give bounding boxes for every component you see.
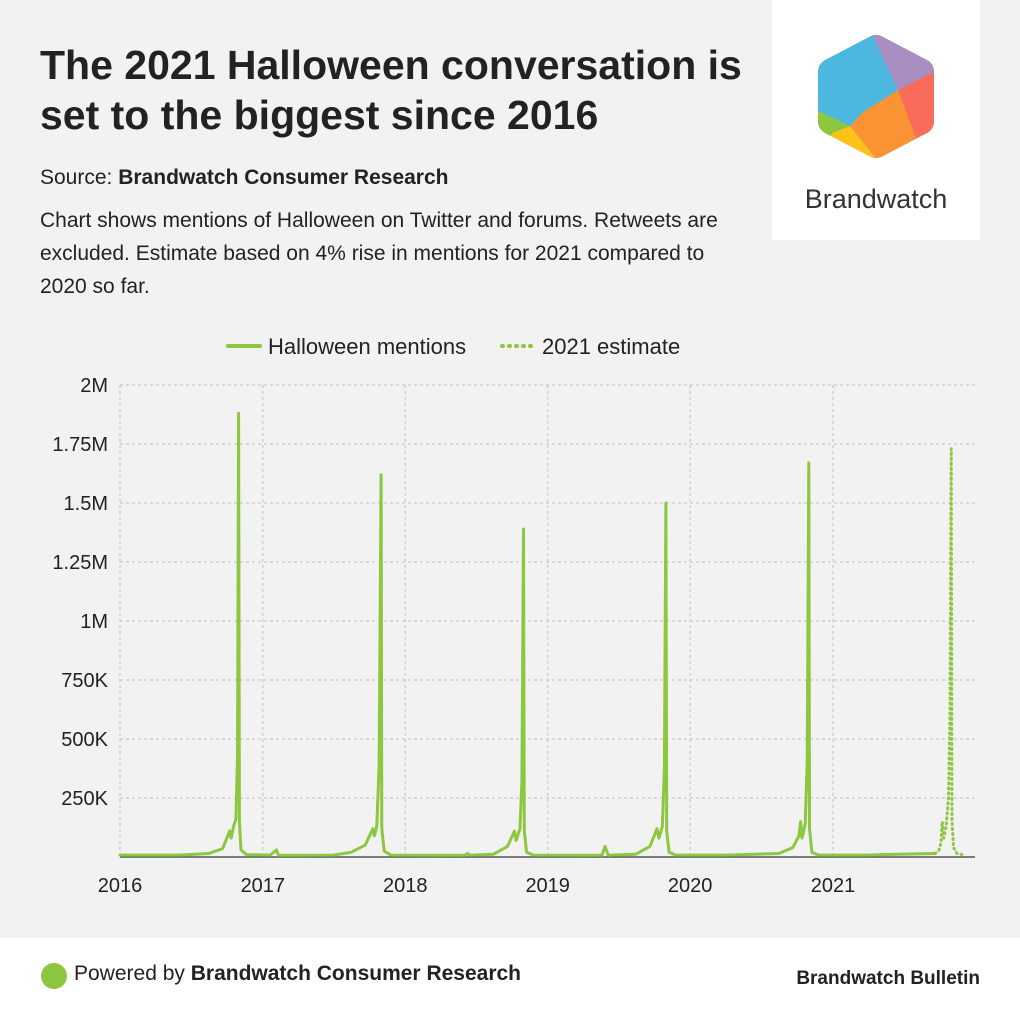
x-tick-label: 2016 xyxy=(98,875,143,897)
source-line: Source: Brandwatch Consumer Research xyxy=(40,166,449,190)
y-tick-label: 1M xyxy=(80,611,108,633)
y-axis: 250K 500K 750K 1M 1.25M 1.5M 1.75M 2M xyxy=(52,375,108,810)
powered-by: Powered by Brandwatch Consumer Research xyxy=(74,962,521,986)
powered-prefix: Powered by xyxy=(74,962,191,985)
chart-legend: Halloween mentions 2021 estimate xyxy=(226,334,680,359)
x-tick-label: 2017 xyxy=(241,875,286,897)
y-tick-label: 2M xyxy=(80,375,108,397)
y-tick-label: 250K xyxy=(61,788,108,810)
legend-label: Halloween mentions xyxy=(268,334,466,359)
x-tick-label: 2020 xyxy=(668,875,713,897)
hexagon-logo-icon xyxy=(818,35,934,158)
x-tick-label: 2021 xyxy=(811,875,856,897)
x-tick-label: 2019 xyxy=(525,875,570,897)
powered-name: Brandwatch Consumer Research xyxy=(190,962,522,985)
footer-brand: Brandwatch Bulletin xyxy=(796,968,980,989)
estimate-line xyxy=(933,447,967,857)
y-tick-label: 1.25M xyxy=(52,552,108,574)
green-dot-icon xyxy=(41,963,67,989)
mentions-line xyxy=(118,411,937,857)
logo-wordmark: Brandwatch xyxy=(804,184,948,214)
chart-grid xyxy=(119,384,975,857)
page-title: The 2021 Halloween conversation is set t… xyxy=(40,42,742,138)
chart-description: Chart shows mentions of Halloween on Twi… xyxy=(40,209,718,298)
halloween-mentions-chart: Halloween mentions 2021 estimate 250K 500K… xyxy=(52,334,975,897)
source-name: Brandwatch Consumer Research xyxy=(118,166,449,189)
brandwatch-logo: Brandwatch xyxy=(772,0,980,240)
y-tick-label: 750K xyxy=(61,670,108,692)
x-axis: 2016 2017 2018 2019 2020 2021 xyxy=(98,856,975,897)
legend-label: 2021 estimate xyxy=(542,334,680,359)
footer-bar xyxy=(0,938,1020,1020)
y-tick-label: 1.75M xyxy=(52,434,108,456)
y-tick-label: 1.5M xyxy=(64,493,108,515)
x-tick-label: 2018 xyxy=(383,875,428,897)
source-prefix: Source: xyxy=(40,166,119,189)
y-tick-label: 500K xyxy=(61,729,108,751)
chart-series xyxy=(118,411,967,857)
